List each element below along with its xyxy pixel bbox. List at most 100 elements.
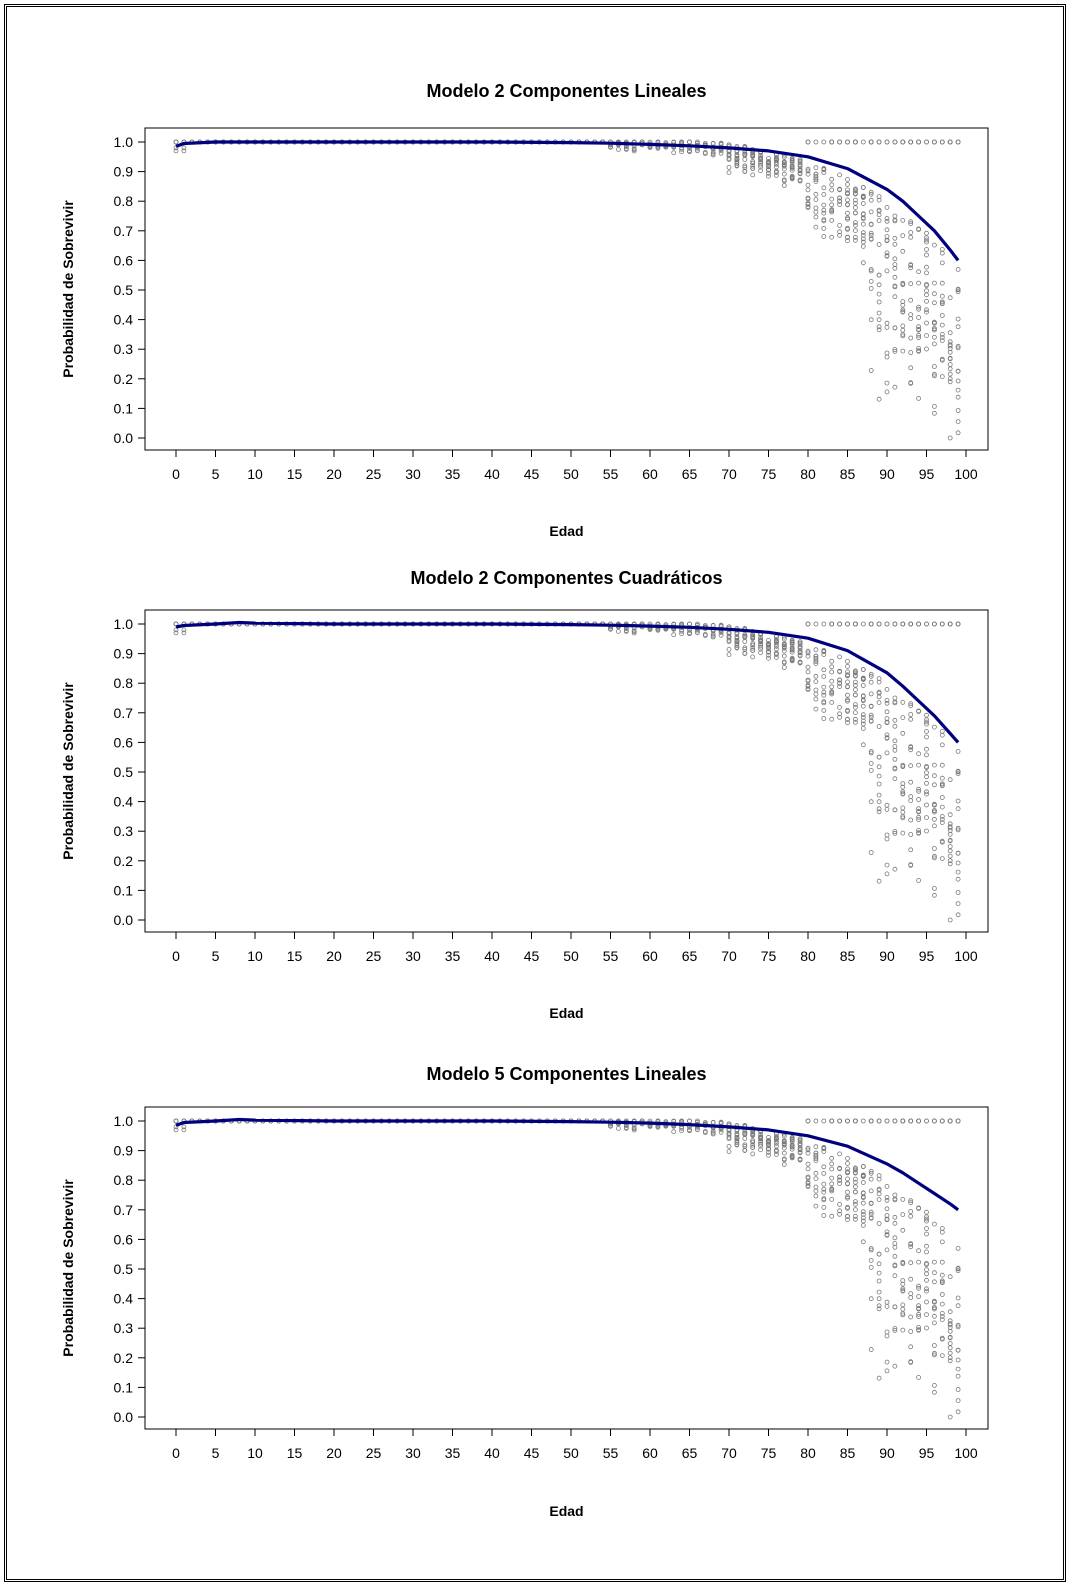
scatter-point	[932, 1383, 937, 1388]
scatter-point	[947, 362, 953, 367]
scatter-point	[916, 1327, 921, 1333]
scatter-point	[813, 1170, 819, 1176]
scatter-point	[947, 1345, 953, 1351]
scatter-point	[868, 703, 874, 709]
scatter-point	[908, 744, 914, 750]
scatter-point	[916, 1118, 921, 1124]
scatter-point	[932, 403, 937, 409]
scatter-point	[900, 809, 906, 815]
y-tick-label: 0.5	[114, 282, 134, 298]
scatter-point	[884, 1229, 890, 1235]
scatter-point	[774, 170, 779, 175]
scatter-point	[947, 1318, 953, 1324]
scatter-point	[837, 705, 842, 710]
scatter-point	[797, 1137, 803, 1143]
scatter-point	[750, 166, 756, 171]
scatter-point	[892, 831, 898, 836]
scatter-point	[766, 173, 771, 179]
scatter-point	[947, 139, 953, 145]
scatter-point	[853, 228, 858, 234]
scatter-point	[916, 280, 921, 286]
scatter-point	[900, 333, 906, 339]
scatter-point	[908, 1295, 914, 1300]
scatter-point	[181, 627, 187, 633]
scatter-point	[924, 802, 929, 808]
scatter-point	[829, 217, 835, 223]
scatter-point	[876, 1303, 882, 1309]
scatter-point	[829, 621, 835, 627]
scatter-point	[837, 202, 842, 207]
scatter-point	[766, 155, 771, 161]
scatter-point	[884, 250, 890, 256]
scatter-point	[837, 229, 842, 235]
scatter-point	[853, 679, 858, 685]
scatter-point	[892, 1196, 898, 1202]
scatter-point	[932, 371, 937, 377]
scatter-point	[868, 221, 874, 227]
scatter-point	[884, 709, 890, 715]
scatter-point	[892, 1363, 898, 1369]
scatter-point	[789, 649, 795, 655]
scatter-point	[924, 237, 929, 243]
scatter-point	[766, 167, 771, 173]
scatter-point	[845, 1189, 850, 1195]
scatter-point	[924, 1277, 929, 1283]
scatter-point	[900, 814, 906, 819]
scatter-point	[908, 1360, 914, 1365]
scatter-point	[876, 282, 882, 288]
x-tick-label: 10	[247, 1445, 263, 1461]
scatter-point	[758, 641, 763, 647]
scatter-point	[845, 1161, 850, 1166]
scatter-point	[955, 1303, 961, 1309]
scatter-point	[797, 162, 803, 167]
scatter-point	[908, 798, 914, 803]
scatter-point	[884, 807, 890, 812]
scatter-point	[955, 901, 961, 906]
scatter-point	[955, 394, 961, 400]
x-tick-label: 90	[879, 948, 895, 964]
scatter-point	[947, 435, 953, 441]
scatter-point	[924, 1288, 929, 1294]
scatter-point	[766, 1138, 771, 1143]
scatter-point	[797, 1143, 803, 1148]
x-tick-label: 85	[840, 1445, 856, 1461]
scatter-point	[789, 1155, 795, 1161]
scatter-point	[947, 848, 953, 854]
scatter-point	[932, 724, 937, 730]
scatter-point	[892, 235, 898, 241]
scatter-point	[837, 1208, 842, 1214]
scatter-point	[939, 814, 945, 819]
scatter-point	[702, 632, 708, 637]
scatter-point	[860, 667, 866, 672]
scatter-point	[860, 185, 866, 190]
scatter-point	[924, 230, 929, 236]
scatter-point	[829, 669, 835, 675]
scatter-point	[924, 621, 929, 627]
scatter-point	[955, 430, 961, 436]
scatter-point	[924, 252, 929, 258]
scatter-point	[947, 1358, 953, 1364]
scatter-point	[679, 1125, 684, 1131]
scatter-point	[797, 1141, 803, 1146]
scatter-point	[734, 163, 740, 169]
scatter-point	[829, 658, 835, 664]
scatter-point	[821, 1118, 827, 1124]
scatter-point	[884, 1206, 890, 1212]
scatter-point	[876, 207, 882, 213]
scatter-point	[829, 684, 835, 690]
scatter-point	[758, 644, 763, 650]
scatter-point	[821, 167, 827, 173]
scatter-point	[947, 1274, 953, 1280]
scatter-point	[947, 342, 953, 348]
scatter-point	[924, 828, 929, 834]
scatter-point	[837, 714, 842, 720]
scatter-point	[821, 139, 827, 145]
scatter-point	[908, 1209, 914, 1214]
scatter-point	[955, 798, 961, 804]
scatter-point	[813, 209, 819, 215]
scatter-point	[781, 1156, 787, 1162]
scatter-point	[805, 201, 811, 207]
scatter-point	[695, 630, 700, 636]
scatter-point	[631, 148, 637, 154]
scatter-point	[766, 1135, 771, 1140]
